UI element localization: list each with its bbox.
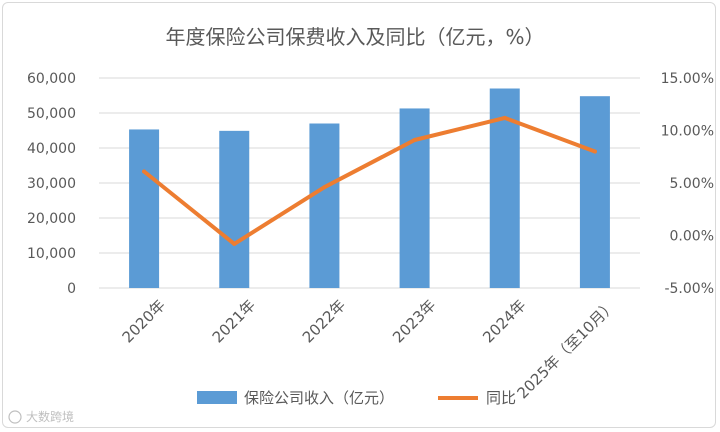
chart-title: 年度保险公司保费收入及同比（亿元，%） xyxy=(165,25,544,49)
y-left-tick-label: 30,000 xyxy=(27,176,76,192)
x-tick-label: 2022年 xyxy=(299,296,349,346)
y-left-tick-label: 50,000 xyxy=(27,106,76,122)
line-point xyxy=(322,185,327,190)
bar xyxy=(129,129,160,288)
y-right-tick-label: 15.00% xyxy=(661,71,714,87)
x-tick-label: 2020年 xyxy=(119,296,169,346)
x-tick-label: 2025年（至10月） xyxy=(513,296,619,402)
line-point xyxy=(142,169,147,174)
watermark-text: 大数跨境 xyxy=(26,409,74,424)
x-tick-label: 2024年 xyxy=(479,296,529,346)
legend-line-label: 同比 xyxy=(486,389,516,407)
y-left-tick-label: 20,000 xyxy=(27,211,76,227)
watermark-logo-icon xyxy=(8,410,22,424)
line-point xyxy=(502,115,507,120)
y-left-tick-label: 60,000 xyxy=(27,71,76,87)
line-point xyxy=(412,137,417,142)
gridlines xyxy=(99,77,640,289)
line-point xyxy=(232,241,237,246)
bar xyxy=(309,123,340,288)
x-tick-label: 2021年 xyxy=(209,296,259,346)
y-right-tick-label: 5.00% xyxy=(670,176,714,192)
y-right-tick-label: -5.00% xyxy=(664,281,714,297)
bar xyxy=(219,130,250,288)
y-left-tick-label: 40,000 xyxy=(27,141,76,157)
bar-series xyxy=(129,88,610,288)
bar xyxy=(579,96,610,288)
watermark: 大数跨境 xyxy=(8,409,74,424)
y-left-tick-label: 10,000 xyxy=(27,246,76,262)
legend: 保险公司收入（亿元） 同比 xyxy=(197,389,516,407)
y-right-tick-label: 0.00% xyxy=(670,229,714,245)
legend-bar-label: 保险公司收入（亿元） xyxy=(244,389,394,407)
line-point xyxy=(592,149,597,154)
y-right-tick-label: 10.00% xyxy=(661,124,714,140)
line-series-path xyxy=(142,115,597,246)
line-series xyxy=(142,115,597,246)
legend-bar-swatch xyxy=(197,391,237,404)
x-tick-label: 2023年 xyxy=(389,296,439,346)
y-left-tick-label: 0 xyxy=(67,281,76,297)
